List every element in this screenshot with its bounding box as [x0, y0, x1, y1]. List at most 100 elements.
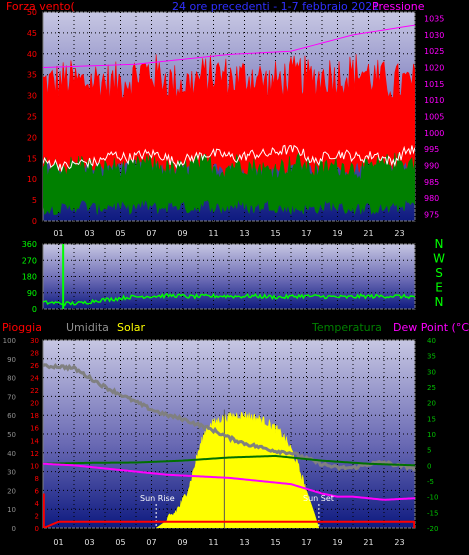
- weather-x-tick: 09: [177, 538, 187, 547]
- weather-x-tick: 01: [53, 538, 63, 547]
- wind-axis-ticks: 0510152025303540455097598098599099510001…: [27, 8, 445, 238]
- rain-y-tick: 20: [30, 400, 39, 408]
- rain-y-tick: 10: [30, 462, 39, 470]
- direction-y-tick: 0: [32, 305, 37, 314]
- weather-panel: 0102030405060708090100024681012141618202…: [2, 321, 469, 547]
- wind-y-tick: 50: [27, 8, 37, 17]
- sunset-annotation: Sun Set: [303, 494, 334, 503]
- wind-y-tick: 40: [27, 50, 37, 59]
- rain-y-tick: 0: [35, 525, 39, 533]
- temp-y-tick: -20: [427, 525, 438, 533]
- chart-title: 24 ore precedenti - 1-7 febbraio 2021: [172, 0, 379, 13]
- pressure-axis-label: Pressione: [372, 0, 425, 13]
- weather-x-tick: 03: [84, 538, 94, 547]
- wind-y-tick: 35: [27, 71, 37, 80]
- rain-y-tick: 4: [35, 500, 40, 508]
- pressure-y-tick: 1030: [424, 31, 444, 40]
- wind-y-tick: 5: [32, 196, 37, 205]
- temp-y-tick: 40: [427, 337, 436, 345]
- direction-y-tick: 360: [22, 240, 37, 249]
- solar-area: [155, 411, 320, 528]
- rain-y-tick: 30: [30, 337, 39, 345]
- pressure-y-tick: 1000: [424, 129, 444, 138]
- rain-y-tick: 8: [35, 475, 39, 483]
- dewpoint-line: [43, 462, 415, 501]
- pressure-y-tick: 980: [424, 194, 439, 203]
- wind-mean-line: [43, 144, 415, 173]
- wind-x-tick: 01: [53, 229, 63, 238]
- compass-label: E: [435, 281, 443, 295]
- rain-y-tick: 22: [30, 387, 39, 395]
- wind-x-tick: 03: [84, 229, 94, 238]
- direction-axis-ticks: 0 90 180 270 360: [22, 240, 37, 314]
- humidity-y-tick: 50: [7, 431, 16, 439]
- direction-y-tick: 270: [22, 256, 37, 265]
- direction-grid: [43, 243, 416, 310]
- wind-marks: [43, 24, 415, 216]
- humidity-y-tick: 100: [3, 337, 16, 345]
- weather-x-tick: 11: [208, 538, 218, 547]
- rain-y-tick: 26: [30, 362, 39, 370]
- wind-y-tick: 0: [32, 217, 37, 226]
- humidity-y-tick: 20: [7, 487, 16, 495]
- weather-x-tick: 17: [301, 538, 311, 547]
- direction-marks: [43, 244, 415, 309]
- wind-pressure-panel: 0510152025303540455097598098599099510001…: [6, 0, 444, 238]
- weather-x-tick: 21: [363, 538, 373, 547]
- temp-y-tick: 30: [427, 368, 436, 376]
- rain-y-tick: 6: [35, 487, 40, 495]
- humidity-line: [43, 362, 415, 472]
- compass-label: S: [435, 266, 443, 280]
- compass-label: N: [435, 237, 444, 251]
- rain-y-tick: 16: [30, 425, 39, 433]
- humidity-y-tick: 70: [7, 393, 16, 401]
- humidity-label: Umidita: [66, 321, 109, 334]
- temp-y-tick: 5: [427, 447, 431, 455]
- weather-x-tick: 07: [146, 538, 156, 547]
- weather-x-tick: 05: [115, 538, 125, 547]
- humidity-y-tick: 10: [7, 506, 16, 514]
- temp-y-tick: -5: [427, 478, 434, 486]
- wind-y-tick: 25: [27, 113, 37, 122]
- temp-y-tick: -10: [427, 494, 438, 502]
- wind-y-tick: 45: [27, 29, 37, 38]
- humidity-y-tick: 30: [7, 469, 16, 477]
- temp-y-tick: 10: [427, 431, 436, 439]
- compass-label: W: [433, 252, 445, 266]
- pressure-y-tick: 1035: [424, 15, 444, 24]
- direction-y-tick: 90: [27, 289, 37, 298]
- humidity-y-tick: 0: [12, 525, 16, 533]
- temperature-line: [43, 454, 415, 467]
- wind-y-tick: 15: [27, 154, 37, 163]
- weather-x-tick: 23: [394, 538, 404, 547]
- weather-x-tick: 19: [332, 538, 342, 547]
- wind-x-tick: 23: [394, 229, 404, 238]
- temp-y-tick: 15: [427, 415, 436, 423]
- pressure-y-tick: 1025: [424, 47, 444, 56]
- rain-y-tick: 28: [30, 350, 39, 358]
- rain-y-tick: 14: [30, 437, 39, 445]
- wind-x-tick: 15: [270, 229, 280, 238]
- temp-y-tick: 25: [427, 384, 436, 392]
- pressure-y-tick: 985: [424, 178, 439, 187]
- temperature-label: Temperatura: [311, 321, 382, 334]
- temp-y-tick: -15: [427, 509, 438, 517]
- wind-x-tick: 21: [363, 229, 373, 238]
- direction-y-tick: 180: [22, 273, 37, 282]
- wind-x-tick: 19: [332, 229, 342, 238]
- wind-x-tick: 13: [239, 229, 249, 238]
- wind-x-tick: 05: [115, 229, 125, 238]
- pressure-y-tick: 1005: [424, 113, 444, 122]
- wind-gust-band: [43, 152, 415, 216]
- humidity-y-tick: 40: [7, 450, 16, 458]
- direction-line: [43, 292, 415, 307]
- pressure-y-tick: 1020: [424, 64, 444, 73]
- wind-x-tick: 07: [146, 229, 156, 238]
- weather-x-tick: 15: [270, 538, 280, 547]
- weather-x-tick: 13: [239, 538, 249, 547]
- compass-label: N: [435, 295, 444, 309]
- wind-x-tick: 11: [208, 229, 218, 238]
